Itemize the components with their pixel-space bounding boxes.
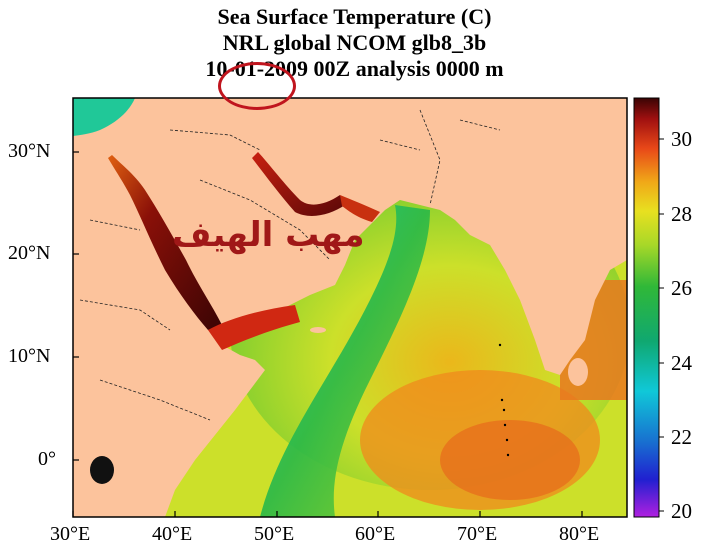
- lat-label-30n: 30°N: [8, 140, 51, 162]
- mediterranean: [73, 98, 135, 136]
- country-borders: [79, 109, 501, 421]
- socotra: [310, 327, 326, 333]
- lon-label-30e: 30°E: [50, 523, 91, 545]
- land-mass: [73, 98, 627, 517]
- map-frame: [72, 97, 628, 518]
- lon-label-40e: 40°E: [152, 523, 193, 545]
- lon-label-80e: 80°E: [559, 523, 600, 545]
- red-sea: [108, 155, 222, 330]
- gulf-of-oman: [340, 195, 380, 222]
- lon-label-70e: 70°E: [457, 523, 498, 545]
- lon-label-50e: 50°E: [254, 523, 295, 545]
- lon-label-60e: 60°E: [355, 523, 396, 545]
- lat-label-20n: 20°N: [8, 242, 51, 264]
- colorbar-label-20: 20: [671, 499, 692, 523]
- title-line-1: Sea Surface Temperature (C): [217, 4, 492, 29]
- colorbar-label-22: 22: [671, 425, 692, 449]
- gulf-of-aden: [208, 305, 300, 350]
- colorbar: [633, 97, 660, 518]
- colorbar-ticks: [659, 138, 664, 512]
- axis-ticks: [72, 151, 583, 517]
- lat-label-0: 0°: [38, 448, 56, 470]
- colorbar-label-28: 28: [671, 202, 692, 226]
- map-plot: [73, 98, 627, 517]
- year-highlight-circle: [218, 62, 296, 110]
- lat-label-10n: 10°N: [8, 345, 51, 367]
- sri-lanka: [568, 358, 588, 386]
- colorbar-label-24: 24: [671, 351, 692, 375]
- title-line-2: NRL global NCOM glb8_3b: [222, 30, 487, 55]
- upwelling-band: [260, 205, 430, 517]
- colorbar-label-30: 30: [671, 127, 692, 151]
- lake-victoria: [90, 456, 114, 484]
- arabic-annotation: مهب الهيف: [172, 215, 365, 255]
- colorbar-label-26: 26: [671, 276, 692, 300]
- southern-hot-core: [440, 420, 580, 500]
- atolls: [498, 343, 510, 457]
- persian-gulf: [252, 152, 345, 216]
